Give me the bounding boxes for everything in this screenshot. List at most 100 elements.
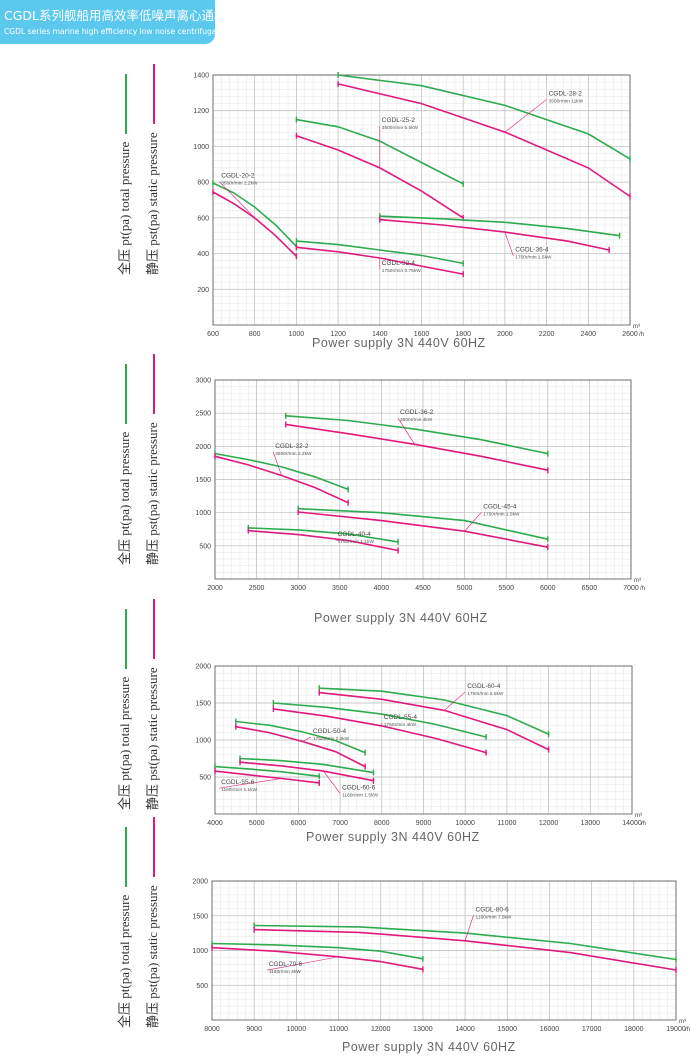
x-tick-label: 1000 [289,331,305,338]
static-pressure-curve [297,511,549,548]
fan-spec-label: 1750r/min 5.5kW [467,691,504,697]
total-pressure-curve [253,924,677,961]
fan-spec-label: 1750r/min 0.75kW [382,268,421,274]
x-tick-label: 4000 [207,820,223,827]
x-tick-label: 5500 [498,585,514,592]
x-tick-label: 9000 [246,1026,262,1033]
x-tick-label: 12000 [371,1026,391,1033]
fan-label-leader [219,778,282,789]
y-tick-label: 500 [199,543,211,550]
total-pressure-curve [272,702,487,738]
x-tick-label: 1200 [330,331,346,338]
title-en: CGDL series marine high efficiency low n… [4,27,238,36]
fan-model-label: CGDL-20-2 [221,173,255,180]
fan-spec-label: 3500r/min 11kW [549,98,584,104]
y-tick-label: 1500 [195,477,211,484]
fan-label-leader [444,691,466,711]
y-tick-label: 1000 [193,144,209,151]
x-tick-label: 8000 [374,820,390,827]
x-tick-label: 17000 [582,1026,602,1033]
static-pressure-curve [214,770,321,784]
x-unit-label: /h [639,332,644,338]
fan-spec-label: 3500r/min 2.2kW [275,451,312,457]
fan-label-leader [266,956,339,971]
fan-spec-label: 1160r/min 1.1kW [221,787,257,793]
x-tick-label: 18000 [624,1026,644,1033]
x-unit-label: /h [640,586,645,592]
x-tick-label: 1400 [372,331,388,338]
x-tick-label: 6000 [540,585,556,592]
fan-spec-label: 3500r/min 5.5kW [382,125,419,131]
static-pressure-curve [295,246,464,275]
fan-model-label: CGDL-32-4 [382,260,416,267]
y-tick-label: 1200 [193,108,209,115]
fan-model-label: CGDL-55-4 [384,714,418,721]
fan-model-label: CGDL-28-2 [549,90,583,97]
x-tick-label: 800 [249,331,261,338]
total-pressure-curve [214,765,321,778]
fan-model-label: CGDL-55-6 [221,779,255,786]
total-pressure-curve [295,240,464,265]
y-tick-label: 800 [197,180,209,187]
x-tick-label: 2000 [497,331,513,338]
y-tick-label: 1000 [195,738,211,745]
total-pressure-curve [284,415,549,455]
fan-label-leader [504,99,547,133]
y-tick-label: 200 [197,287,209,294]
y-tick-label: 2000 [195,444,211,451]
static-pressure-curve [239,761,375,782]
fan-model-label: CGDL-80-6 [476,906,510,913]
fan-label-leader [464,915,474,941]
x-unit-label: m³ [679,1019,686,1025]
fan-label-leader [464,512,482,532]
plot-frame [212,74,631,326]
total-pressure-curve [247,527,399,543]
fan-label-leader [272,451,282,476]
fan-model-label: CGDL-32-2 [275,443,309,450]
fan-model-label: CGDL-50-4 [313,728,347,735]
x-tick-label: 16000 [540,1026,560,1033]
x-tick-label: 15000 [498,1026,518,1033]
x-tick-label: 1600 [414,331,430,338]
fan-spec-label: 1750r/min 1.5kW [515,255,552,261]
x-tick-label: 3000 [290,585,306,592]
power-supply-label: Power supply 3N 440V 60HZ [306,830,480,844]
x-tick-label: 600 [207,331,219,338]
chart-svg-1: 600 800 1000 1200 1400 1600 1800 2000 2200 2400 26… [193,72,644,338]
y-tick-label: 1400 [193,73,209,80]
y-tick-label: 1000 [192,948,208,955]
x-tick-label: 11000 [329,1026,348,1033]
x-tick-label: 5000 [457,585,473,592]
chart-svg-2: 2000 2500 3000 3500 4000 4500 5000 5500 6000 6500… [195,378,645,593]
fan-model-label: CGDL-45-4 [483,503,517,510]
power-supply-label: Power supply 3N 440V 60HZ [314,611,488,625]
total-pressure-curve [297,507,549,540]
x-tick-label: 10000 [455,820,475,827]
x-tick-label: 2200 [539,331,555,338]
x-unit-label: /h [685,1027,690,1033]
x-tick-label: 1800 [455,331,471,338]
x-tick-label: 3500 [332,585,348,592]
title-banner: CGDL系列舰船用高效率低噪声离心通机 CGDL series marine h… [0,0,237,44]
y-tick-label: 1000 [195,510,211,517]
x-unit-label: m³ [635,813,642,819]
fan-model-label: CGDL-36-4 [515,247,549,254]
y-tick-label: 2000 [192,879,208,886]
y-tick-label: 500 [196,983,208,990]
y-tick-label: 2500 [195,411,211,418]
title-zh: CGDL系列舰船用高效率低噪声离心通机 [4,8,227,23]
x-tick-label: 19000 [666,1026,686,1033]
fan-label-leader [504,232,514,256]
x-tick-label: 2500 [249,585,265,592]
x-tick-label: 7000 [332,820,348,827]
x-tick-label: 12000 [539,820,559,827]
x-tick-label: 14000 [622,820,642,827]
power-supply-label: Power supply 3N 440V 60HZ [312,336,486,350]
total-pressure-curve [318,687,550,735]
x-unit-label: /h [641,821,646,827]
x-tick-label: 6000 [291,820,307,827]
x-tick-label: 2000 [207,585,223,592]
fan-model-label: CGDL-25-2 [382,117,416,124]
fan-label-leader [323,770,341,794]
